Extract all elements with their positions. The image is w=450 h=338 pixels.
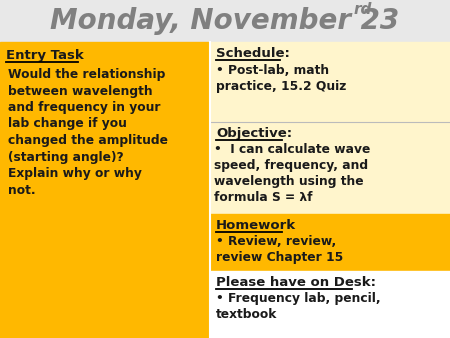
Text: •  I can calculate wave
speed, frequency, and
wavelength using the
formula S = λ: • I can calculate wave speed, frequency,…	[214, 143, 370, 204]
Text: Homework: Homework	[216, 219, 296, 232]
Text: Please have on Desk:: Please have on Desk:	[216, 276, 376, 289]
Text: Would the relationship
between wavelength
and frequency in your
lab change if yo: Would the relationship between wavelengt…	[8, 68, 168, 196]
Text: Monday, November 23: Monday, November 23	[50, 7, 400, 35]
Text: Objective:: Objective:	[216, 127, 292, 140]
Bar	[0, 42, 210, 338]
Text: • Frequency lab, pencil,
textbook: • Frequency lab, pencil, textbook	[216, 292, 381, 321]
Text: • Review, review,
review Chapter 15: • Review, review, review Chapter 15	[216, 235, 343, 264]
Bar	[210, 42, 450, 122]
Bar	[210, 271, 450, 338]
Bar	[0, 0, 450, 42]
Bar	[210, 122, 450, 214]
Text: • Post-lab, math
practice, 15.2 Quiz: • Post-lab, math practice, 15.2 Quiz	[216, 64, 346, 93]
Text: Schedule:: Schedule:	[216, 47, 290, 60]
Bar	[210, 214, 450, 271]
Text: rd: rd	[354, 1, 373, 17]
Text: Entry Task: Entry Task	[6, 49, 84, 62]
